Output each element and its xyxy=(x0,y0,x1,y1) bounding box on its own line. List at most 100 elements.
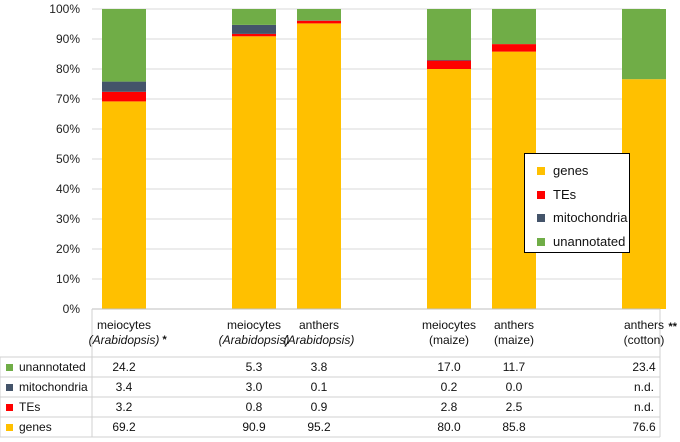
bar-segment-unannotated xyxy=(297,9,341,21)
y-tick-label: 90% xyxy=(56,32,80,46)
legend: genes TEs mitochondria unannotated xyxy=(524,153,630,253)
category-label-line2: (Arabidopsis) xyxy=(283,333,355,347)
bar-segments xyxy=(102,9,666,310)
table-cell: n.d. xyxy=(633,400,654,414)
bar-segment-unannotated xyxy=(102,9,146,82)
table-swatch-mitochondria xyxy=(6,383,13,391)
legend-item-mitochondria: mitochondria xyxy=(537,210,627,225)
bar-segment-unannotated xyxy=(492,9,536,45)
table-row-label-text: genes xyxy=(19,420,52,434)
category-label-line2: (cotton) xyxy=(623,333,665,347)
table-cell: 3.0 xyxy=(245,380,263,394)
category-label-line2: (Arabidopsis) xyxy=(218,333,290,347)
category-label-line1: meiocytes xyxy=(96,318,152,332)
y-tick-label: 40% xyxy=(56,182,80,196)
category-label-line1: meiocytes xyxy=(421,318,477,332)
table-cell: 23.4 xyxy=(632,360,656,374)
y-tick-label: 50% xyxy=(56,152,80,166)
bar-segment-mitochondria xyxy=(102,81,146,92)
category-label-line1: meiocytes xyxy=(226,318,282,332)
category-label-line1: anthers xyxy=(298,318,340,332)
significance-mark: ** xyxy=(668,321,677,333)
table-cell: 0.9 xyxy=(310,400,328,414)
category-label: anthers (cotton) ** xyxy=(596,318,680,348)
table-row-label-text: mitochondria xyxy=(19,380,88,394)
category-label-line2: (maize) xyxy=(428,333,469,347)
legend-item-genes: genes xyxy=(537,163,588,178)
category-label-line1: anthers xyxy=(493,318,535,332)
table-row-label-text: unannotated xyxy=(19,360,86,374)
significance-mark: * xyxy=(162,334,167,346)
y-tick-label: 10% xyxy=(56,272,80,286)
table-cell: 0.0 xyxy=(505,380,523,394)
table-row-label-text: TEs xyxy=(19,400,41,414)
category-label: meiocytes (Arabidopsis) xyxy=(206,318,302,348)
bar-segment-TEs xyxy=(297,20,341,24)
table-cell: 69.2 xyxy=(112,420,136,434)
legend-swatch-tes xyxy=(537,190,545,199)
gridlines xyxy=(92,8,660,280)
y-tick-label: 100% xyxy=(49,2,80,16)
category-label-line2: (maize) xyxy=(493,333,534,347)
table-cell: 85.8 xyxy=(502,420,526,434)
y-tick-label: 60% xyxy=(56,122,80,136)
legend-label-tes: TEs xyxy=(553,187,577,202)
bar-segment-genes xyxy=(102,101,146,310)
category-label: anthers (maize) xyxy=(466,318,562,348)
table-cell: 24.2 xyxy=(112,360,136,374)
table-cell: 3.8 xyxy=(310,360,328,374)
table-row-label-unannotated: unannotated xyxy=(6,359,86,375)
y-tick-label: 20% xyxy=(56,242,80,256)
table-cell: 95.2 xyxy=(307,420,331,434)
y-tick-label: 0% xyxy=(63,302,81,316)
table-cell: 76.6 xyxy=(632,420,656,434)
table-swatch-unannotated xyxy=(6,363,13,371)
category-label: anthers (Arabidopsis) xyxy=(271,318,367,348)
category-label: meiocytes (Arabidopsis) * xyxy=(76,318,172,348)
bar-segment-mitochondria xyxy=(232,24,276,34)
table-cell: 80.0 xyxy=(437,420,461,434)
bar-segment-TEs xyxy=(102,91,146,102)
category-label-line1: anthers xyxy=(623,318,665,332)
table-swatch-genes xyxy=(6,423,13,431)
table-cell: 0.2 xyxy=(440,380,458,394)
bar-segment-mitochondria xyxy=(427,60,471,61)
table-cell: 5.3 xyxy=(245,360,263,374)
legend-label-unannotated: unannotated xyxy=(553,234,626,249)
bar-segment-unannotated xyxy=(232,9,276,25)
y-tick-label: 30% xyxy=(56,212,80,226)
table-cell: 3.2 xyxy=(115,400,133,414)
legend-label-mitochondria: mitochondria xyxy=(553,210,628,225)
y-axis-tick-labels: 0% 10% 20% 30% 40% 50% 60% 70% 80% 90% 100% xyxy=(49,2,80,316)
table-cell: n.d. xyxy=(633,380,654,394)
bar-segment-genes xyxy=(232,36,276,310)
bar-segment-genes xyxy=(297,23,341,310)
bar-segment-genes xyxy=(427,69,471,309)
legend-item-unannotated: unannotated xyxy=(537,234,625,249)
table-cell: 2.8 xyxy=(440,400,458,414)
table-cell: 2.5 xyxy=(505,400,523,414)
table-cell: 0.1 xyxy=(310,380,328,394)
bar-segment-unannotated xyxy=(427,9,471,60)
table-row-label-mitochondria: mitochondria xyxy=(6,379,88,395)
legend-item-tes: TEs xyxy=(537,187,576,202)
table-cell: 90.9 xyxy=(242,420,266,434)
table-cell: 11.7 xyxy=(502,360,526,374)
legend-swatch-mitochondria xyxy=(537,213,545,222)
table-cell: 0.8 xyxy=(245,400,263,414)
bar-segment-TEs xyxy=(232,33,276,37)
bar-segment-TEs xyxy=(427,60,471,69)
legend-label-genes: genes xyxy=(553,163,589,178)
category-label: meiocytes (maize) xyxy=(401,318,497,348)
table-cell: 3.4 xyxy=(115,380,133,394)
table-swatch-TEs xyxy=(6,403,13,411)
bar-segment-unannotated xyxy=(622,9,666,80)
table-row-label-genes: genes xyxy=(6,419,52,435)
bar-segment-TEs xyxy=(492,44,536,52)
category-label-line2: (Arabidopsis) xyxy=(88,333,160,347)
y-tick-label: 80% xyxy=(56,62,80,76)
table-row-label-TEs: TEs xyxy=(6,399,40,415)
table-cell: 17.0 xyxy=(437,360,461,374)
legend-swatch-unannotated xyxy=(537,237,545,246)
